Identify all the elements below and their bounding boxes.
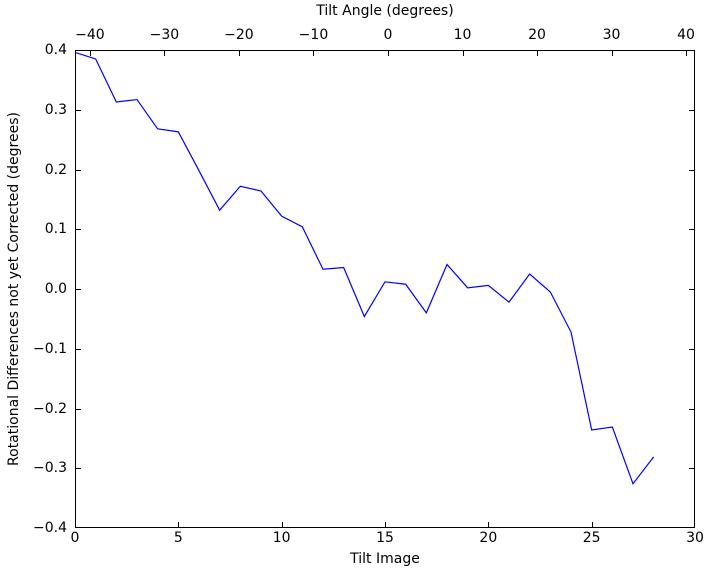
top-tick-label: −10 <box>298 27 329 43</box>
top-tick-label: −40 <box>75 27 105 43</box>
data-line-rotational-differences <box>75 51 655 486</box>
x-tick-label: 0 <box>70 530 80 546</box>
top-tick-label: 30 <box>602 27 621 43</box>
plot-area <box>75 50 695 528</box>
x-tick-label: 25 <box>582 530 601 546</box>
y-tick-label: −0.4 <box>33 520 67 536</box>
top-tick-label: 20 <box>528 27 546 43</box>
top-tick-label: 40 <box>677 27 695 43</box>
x-tick-label: 20 <box>479 530 498 546</box>
y-tick-label: 0.3 <box>44 101 67 118</box>
top-tick-label: −30 <box>149 27 180 43</box>
x-tick-label: 30 <box>686 530 704 546</box>
x-tick-label: 10 <box>272 530 291 546</box>
y-tick-label: −0.2 <box>33 400 67 417</box>
top-tick-label: 10 <box>453 27 472 43</box>
x-axis-title: Tilt Image <box>350 551 420 567</box>
axes-frame <box>75 50 695 528</box>
top-tick-label: 0 <box>383 27 393 43</box>
y-tick-label: 0.2 <box>44 161 67 178</box>
y-tick-label: −0.3 <box>33 460 67 477</box>
y-tick-label: 0.0 <box>44 281 67 297</box>
y-tick-label: 0.4 <box>44 42 67 58</box>
y-tick-label: −0.1 <box>33 340 67 357</box>
top-axis-title: Tilt Angle (degrees) <box>316 3 454 19</box>
top-tick-label: −20 <box>224 27 254 43</box>
x-tick-label: 5 <box>173 530 183 546</box>
line-chart <box>75 50 695 528</box>
x-tick-label: 15 <box>376 530 394 546</box>
y-tick-label: 0.1 <box>44 221 67 238</box>
